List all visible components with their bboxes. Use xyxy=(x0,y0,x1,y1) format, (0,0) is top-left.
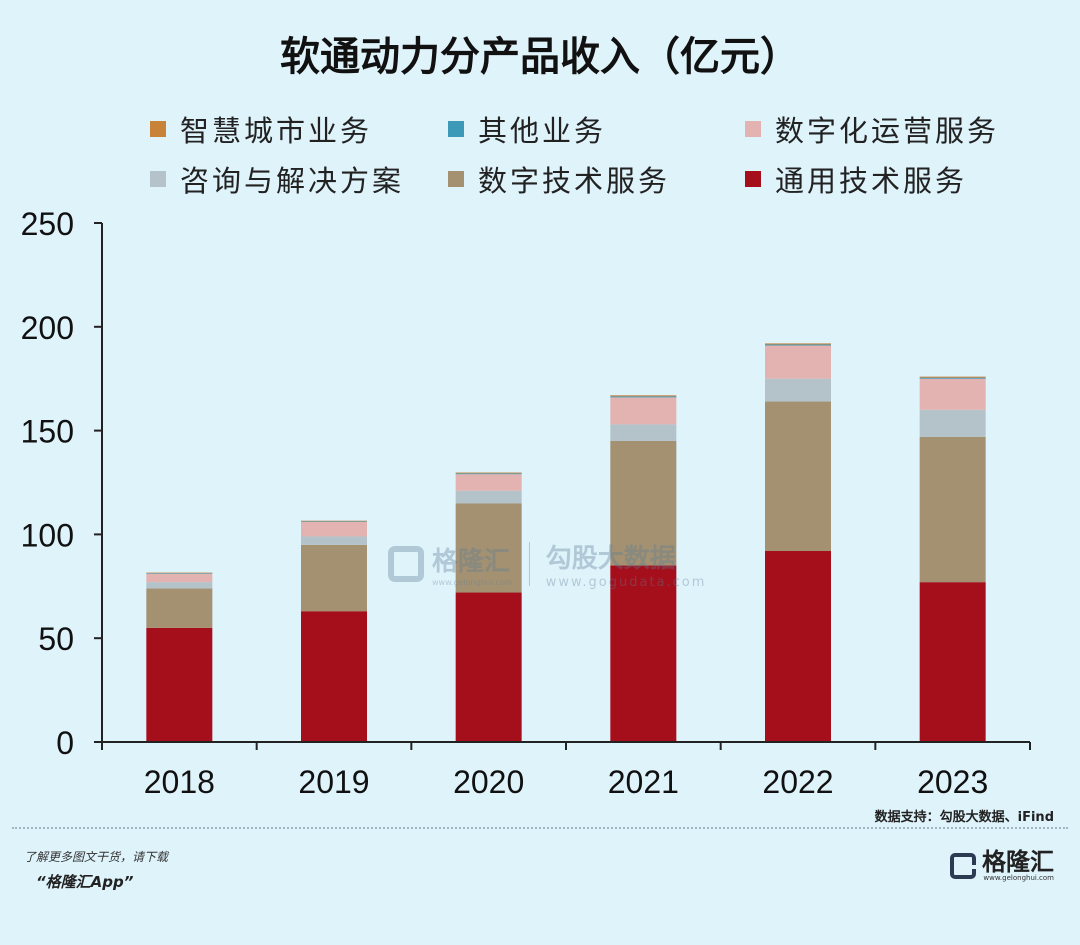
bar-2022-series-4 xyxy=(765,344,831,346)
legend-item-digital-tech: 数字技术服务 xyxy=(448,158,670,200)
bar-2022-series-2 xyxy=(765,378,831,402)
bar-2022-series-0 xyxy=(765,551,831,742)
bar-2019-series-5 xyxy=(301,520,367,522)
watermark-brand-url: www.gelonghui.com xyxy=(432,578,513,587)
footer-note: 了解更多图文干货，请下载 xyxy=(24,850,169,864)
bar-2022-series-5 xyxy=(765,343,831,345)
x-tick-label-2022: 2022 xyxy=(762,764,833,800)
x-tick-label-2023: 2023 xyxy=(917,764,988,800)
y-tick-label-150: 150 xyxy=(21,414,74,450)
bar-2021-series-1 xyxy=(610,440,677,566)
legend-item-general-tech: 通用技术服务 xyxy=(745,158,967,200)
bar-2023-series-4 xyxy=(919,377,986,379)
legend-swatch-smart-city xyxy=(150,121,166,137)
bar-2023-series-3 xyxy=(919,378,986,410)
bar-2020-series-0 xyxy=(455,592,522,742)
legend-label-digital-ops: 数字化运营服务 xyxy=(775,114,1000,148)
bar-2023-series-1 xyxy=(919,436,986,583)
x-tick-label-2021: 2021 xyxy=(608,764,679,800)
y-tick-label-200: 200 xyxy=(21,310,74,346)
bar-2018-series-0 xyxy=(146,627,213,742)
bar-2019-series-2 xyxy=(301,536,367,545)
legend-item-other: 其他业务 xyxy=(448,108,606,150)
footer-brand: 格隆汇 xyxy=(982,848,1054,876)
bar-2020-series-1 xyxy=(455,503,522,593)
x-tick-label-2018: 2018 xyxy=(144,764,215,800)
bar-2021-series-0 xyxy=(610,565,677,742)
watermark: 格隆汇 www.gelonghui.com 勾股大数据 www.gogudata… xyxy=(388,538,706,590)
legend-swatch-general-tech xyxy=(745,171,761,187)
bar-2023-series-0 xyxy=(919,582,986,742)
bar-2020-series-3 xyxy=(455,474,522,491)
bar-2021-series-2 xyxy=(610,424,677,441)
bar-2019-series-0 xyxy=(301,611,367,742)
bar-2018-series-1 xyxy=(146,588,213,628)
y-tick-label-100: 100 xyxy=(21,517,74,553)
bar-2022-series-1 xyxy=(765,401,831,552)
watermark-title-url: www.gogudata.com xyxy=(545,575,707,590)
legend-swatch-digital-tech xyxy=(448,171,464,187)
bar-2019-series-1 xyxy=(301,544,367,612)
bar-2022-series-3 xyxy=(765,345,831,379)
chart-title: 软通动力分产品收入（亿元） xyxy=(280,34,800,80)
legend-item-smart-city: 智慧城市业务 xyxy=(150,108,372,150)
data-source: 数据支持：勾股大数据、iFind xyxy=(874,810,1054,825)
watermark-g-icon xyxy=(388,546,424,582)
y-tick-label-0: 0 xyxy=(56,725,74,761)
footer-logo[interactable]: 格隆汇 www.gelonghui.com xyxy=(950,850,1054,882)
watermark-separator xyxy=(528,542,530,586)
footer-app-name: “格隆汇App” xyxy=(36,873,134,891)
legend-swatch-consulting xyxy=(150,171,166,187)
legend-label-consulting: 咨询与解决方案 xyxy=(180,164,405,198)
footer-g-icon xyxy=(950,853,976,879)
x-tick-label-2019: 2019 xyxy=(298,764,369,800)
bar-2021-series-3 xyxy=(610,397,677,425)
y-tick-label-50: 50 xyxy=(38,621,74,657)
watermark-title: 勾股大数据 xyxy=(545,544,676,574)
bar-2018-series-4 xyxy=(146,573,213,574)
bar-2018-series-3 xyxy=(146,573,213,583)
bar-2023-series-5 xyxy=(919,376,986,378)
legend-label-other: 其他业务 xyxy=(478,114,607,148)
bar-2018-series-2 xyxy=(146,582,213,589)
legend-swatch-digital-ops xyxy=(745,121,761,137)
footer-divider xyxy=(12,827,1068,829)
y-tick-label-250: 250 xyxy=(21,206,74,242)
footer-brand-url: www.gelonghui.com xyxy=(983,874,1054,882)
bar-2019-series-4 xyxy=(301,521,367,522)
legend-item-consulting: 咨询与解决方案 xyxy=(150,158,404,200)
bar-2019-series-3 xyxy=(301,521,367,537)
legend-label-general-tech: 通用技术服务 xyxy=(775,164,968,198)
legend-swatch-other xyxy=(448,121,464,137)
bar-2020-series-2 xyxy=(455,490,522,504)
bar-2023-series-2 xyxy=(919,409,986,437)
legend-label-digital-tech: 数字技术服务 xyxy=(478,164,671,198)
watermark-brand: 格隆汇 xyxy=(432,547,511,577)
legend-label-smart-city: 智慧城市业务 xyxy=(180,114,373,148)
bar-2021-series-4 xyxy=(610,396,677,398)
bar-2021-series-5 xyxy=(610,395,677,397)
x-tick-label-2020: 2020 xyxy=(453,764,524,800)
legend-item-digital-ops: 数字化运营服务 xyxy=(745,108,999,150)
bar-2020-series-4 xyxy=(455,473,522,475)
bar-2018-series-5 xyxy=(146,572,213,574)
bar-2020-series-5 xyxy=(455,472,522,474)
